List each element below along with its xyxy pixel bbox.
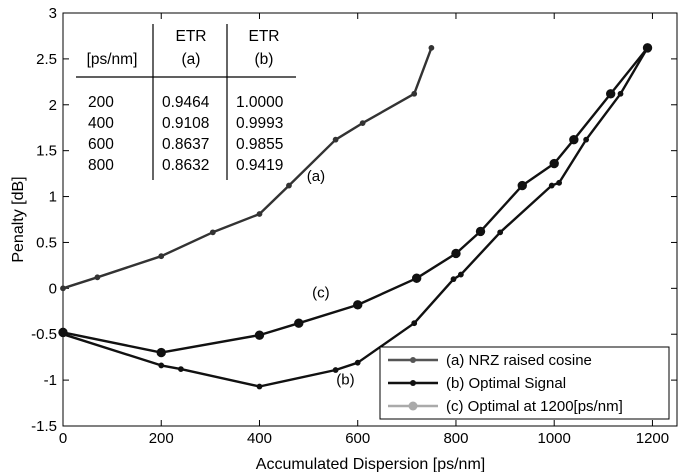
table-cell: 0.9419 xyxy=(236,157,283,174)
data-point xyxy=(569,134,579,145)
y-tick-label: 3 xyxy=(49,5,57,22)
data-point xyxy=(497,229,504,236)
data-point xyxy=(177,366,184,372)
data-point xyxy=(583,136,590,143)
y-tick-label: 1 xyxy=(49,189,57,206)
data-point xyxy=(617,90,624,97)
x-tick-label: 600 xyxy=(345,430,370,447)
table-cell: 0.9855 xyxy=(236,136,283,153)
y-tick-label: -1.5 xyxy=(31,418,57,435)
table-cell: 0.9993 xyxy=(236,115,283,132)
y-tick-label: 2 xyxy=(49,97,57,114)
data-point xyxy=(475,226,486,237)
data-point xyxy=(457,271,464,278)
series-2 xyxy=(58,43,653,358)
table-cell: 0.9108 xyxy=(162,115,209,132)
table-cell: 1.0000 xyxy=(236,94,284,111)
legend-label: (b) Optimal Signal xyxy=(446,375,566,392)
legend-marker xyxy=(410,357,416,363)
data-point xyxy=(256,383,263,390)
y-tick-label: -1 xyxy=(44,372,57,389)
annotation-layer: (a) (c) (b) xyxy=(307,168,355,389)
data-point xyxy=(158,253,165,260)
series-0 xyxy=(60,44,435,292)
data-point xyxy=(286,182,292,189)
data-point xyxy=(517,180,527,191)
plot-frame xyxy=(62,12,678,427)
data-point xyxy=(354,359,361,366)
y-tick-label: -0.5 xyxy=(31,326,57,343)
data-point xyxy=(359,120,366,127)
data-point xyxy=(428,44,435,51)
x-tick-label: 800 xyxy=(443,430,468,447)
data-point xyxy=(58,327,68,338)
etr-table: ETR ETR [ps/nm] (a) (b) 200 0.9464 1.000… xyxy=(76,24,296,180)
legend-label: (c) Optimal at 1200[ps/nm] xyxy=(446,398,623,415)
x-axis-ticks: 0 200 400 600 800 1000 1200 xyxy=(59,13,669,447)
x-tick-label: 1000 xyxy=(538,430,571,447)
y-tick-label: 0.5 xyxy=(36,234,57,251)
y-axis-label: Penalty [dB] xyxy=(10,176,27,262)
table-cell: 0.8637 xyxy=(162,136,209,153)
data-point xyxy=(411,273,422,283)
data-point xyxy=(353,300,363,310)
curve-annotation: (b) xyxy=(336,372,354,389)
data-point xyxy=(94,274,101,281)
data-point xyxy=(548,182,555,189)
data-point xyxy=(549,158,559,169)
data-point xyxy=(60,285,66,292)
table-cell: 0.8632 xyxy=(162,157,209,174)
series-line xyxy=(62,47,433,290)
curve-annotation: (c) xyxy=(312,285,330,302)
y-axis-ticks: -1.5 -1 -0.5 0 0.5 1 1.5 2 2.5 3 xyxy=(31,5,677,435)
data-point xyxy=(256,211,263,217)
table-cell: 600 xyxy=(88,136,114,153)
legend-marker xyxy=(408,401,418,411)
table-cell: 800 xyxy=(88,157,114,174)
table-header-b: (b) xyxy=(255,51,274,68)
series-1 xyxy=(60,44,651,390)
legend-label: (a) NRZ raised cosine xyxy=(446,352,592,369)
data-point xyxy=(332,136,339,143)
x-tick-label: 1200 xyxy=(636,430,669,447)
table-header-unit: [ps/nm] xyxy=(87,51,138,68)
table-header-a: (a) xyxy=(182,51,201,68)
data-point xyxy=(254,330,265,340)
data-point xyxy=(156,347,166,358)
data-point xyxy=(642,43,653,53)
data-point xyxy=(450,276,457,283)
legend: (a) NRZ raised cosine (b) Optimal Signal (… xyxy=(379,346,670,420)
data-point xyxy=(411,90,418,97)
table-cell: 400 xyxy=(88,115,114,132)
data-point xyxy=(209,229,216,236)
x-axis-label: Accumulated Dispersion [ps/nm] xyxy=(256,456,485,472)
y-tick-label: 1.5 xyxy=(36,143,57,160)
y-tick-label: 0 xyxy=(49,280,57,297)
data-point xyxy=(332,367,339,373)
data-point xyxy=(605,89,616,99)
table-header-etr-b: ETR xyxy=(249,28,280,45)
curve-annotation: (a) xyxy=(307,168,325,185)
data-point xyxy=(158,362,165,369)
x-tick-label: 0 xyxy=(59,430,67,447)
legend-item: (b) Optimal Signal xyxy=(388,375,566,392)
table-cell: 0.9464 xyxy=(162,94,210,111)
y-tick-label: 2.5 xyxy=(36,51,57,68)
data-point xyxy=(556,179,563,186)
x-tick-label: 400 xyxy=(247,430,272,447)
table-header-etr-a: ETR xyxy=(176,28,207,45)
legend-item: (c) Optimal at 1200[ps/nm] xyxy=(388,398,623,415)
data-point xyxy=(294,318,304,328)
table-cell: 200 xyxy=(88,94,114,111)
legend-item: (a) NRZ raised cosine xyxy=(388,352,592,369)
data-point xyxy=(411,320,418,327)
data-point xyxy=(451,248,461,259)
series-layer xyxy=(58,43,653,390)
legend-marker xyxy=(410,380,416,386)
x-tick-label: 200 xyxy=(149,430,174,447)
